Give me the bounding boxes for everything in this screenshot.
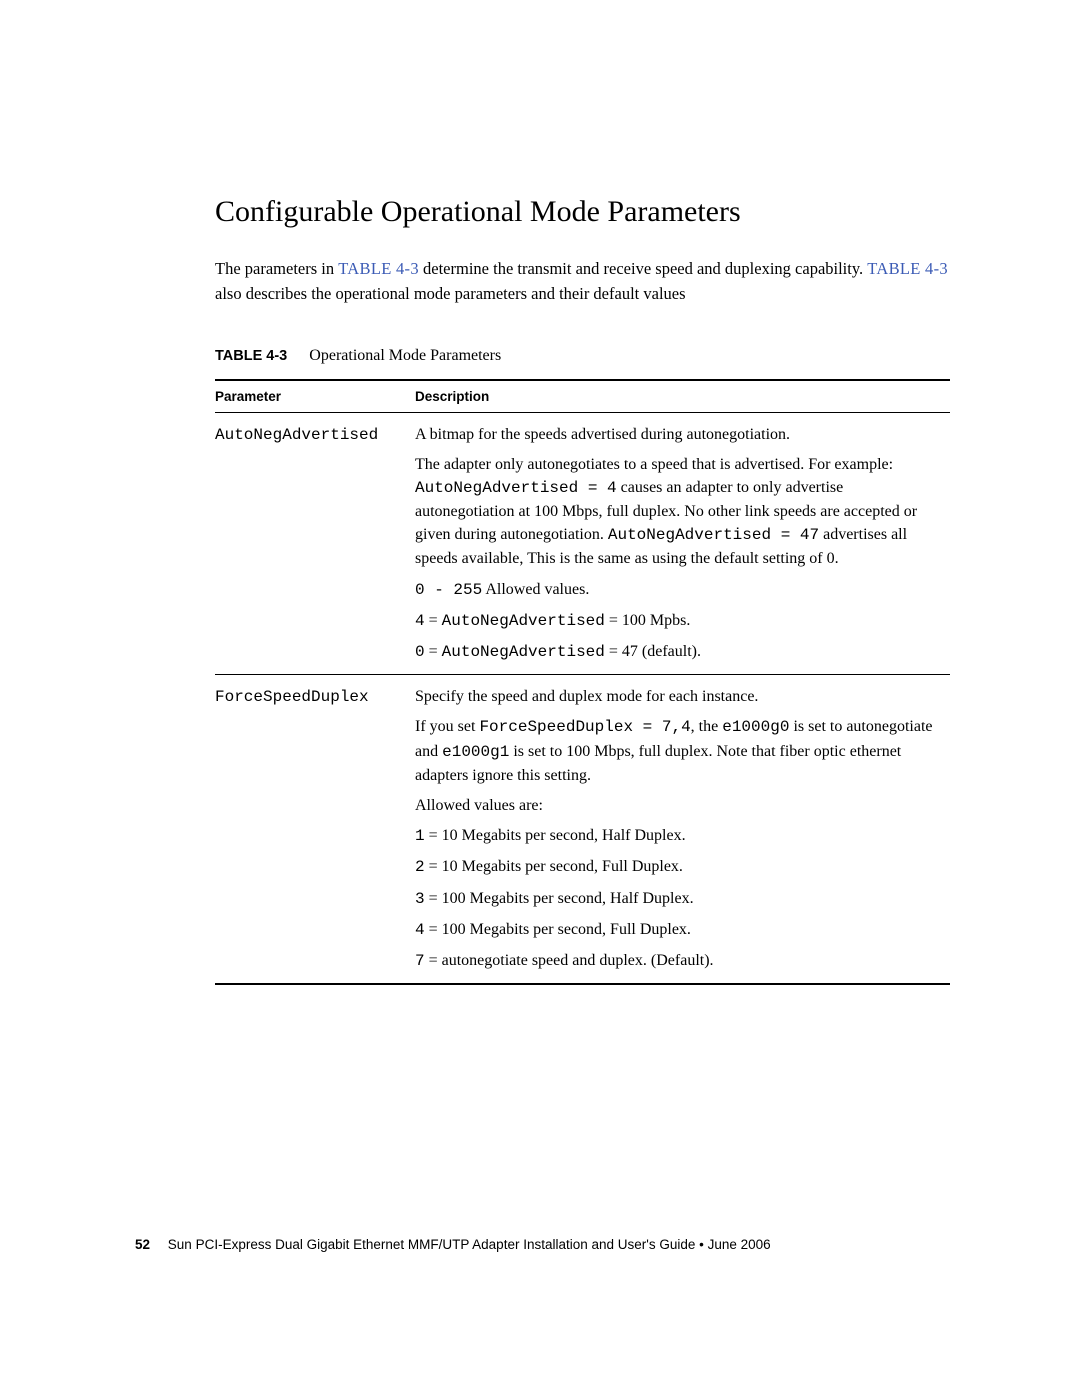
desc-code: 3	[415, 890, 425, 908]
desc-text: = 100 Megabits per second, Full Duplex.	[425, 921, 691, 938]
table-header-row: Parameter Description	[215, 380, 950, 413]
desc-line: 1 = 10 Megabits per second, Half Duplex.	[415, 824, 942, 848]
desc-line: 0 - 255 Allowed values.	[415, 578, 942, 602]
desc-text: = 100 Mpbs.	[605, 612, 690, 629]
desc-text: If you set	[415, 718, 479, 735]
desc-code: 0	[415, 643, 425, 661]
desc-text: =	[425, 612, 442, 629]
desc-code: AutoNegAdvertised = 47	[608, 526, 819, 544]
desc-line: The adapter only autonegotiates to a spe…	[415, 453, 942, 571]
desc-code: e1000g0	[722, 718, 789, 736]
desc-text: = 100 Megabits per second, Half Duplex.	[425, 890, 694, 907]
page-number: 52	[135, 1237, 150, 1252]
desc-line: A bitmap for the speeds advertised durin…	[415, 423, 942, 446]
desc-code: AutoNegAdvertised	[442, 612, 605, 630]
desc-text: = 10 Megabits per second, Half Duplex.	[425, 827, 686, 844]
parameters-table: Parameter Description AutoNegAdvertised …	[215, 379, 950, 986]
desc-code: 7	[415, 952, 425, 970]
desc-code: 0 - 255	[415, 581, 482, 599]
desc-line: 7 = autonegotiate speed and duplex. (Def…	[415, 949, 942, 973]
intro-text-3: also describes the operational mode para…	[215, 284, 686, 303]
column-header-parameter: Parameter	[215, 380, 415, 413]
page-content: Configurable Operational Mode Parameters…	[0, 0, 1080, 985]
desc-text: The adapter only autonegotiates to a spe…	[415, 456, 893, 473]
desc-line: If you set ForceSpeedDuplex = 7,4, the e…	[415, 715, 942, 787]
desc-line: 3 = 100 Megabits per second, Half Duplex…	[415, 887, 942, 911]
desc-text: Allowed values.	[482, 581, 589, 598]
param-name: ForceSpeedDuplex	[215, 688, 369, 706]
table-xref[interactable]: TABLE 4-3	[867, 259, 948, 278]
param-name: AutoNegAdvertised	[215, 426, 378, 444]
desc-code: 4	[415, 612, 425, 630]
table-row: AutoNegAdvertised A bitmap for the speed…	[215, 412, 950, 675]
param-cell: ForceSpeedDuplex	[215, 675, 415, 984]
desc-text: = 47 (default).	[605, 643, 701, 660]
desc-line: Allowed values are:	[415, 794, 942, 817]
desc-code: AutoNegAdvertised	[442, 643, 605, 661]
intro-paragraph: The parameters in TABLE 4-3 determine th…	[215, 257, 950, 307]
desc-text: =	[425, 643, 442, 660]
desc-line: Specify the speed and duplex mode for ea…	[415, 685, 942, 708]
desc-code: ForceSpeedDuplex = 7,4	[479, 718, 690, 736]
footer-text: Sun PCI-Express Dual Gigabit Ethernet MM…	[168, 1237, 771, 1252]
desc-text: = autonegotiate speed and duplex. (Defau…	[425, 952, 714, 969]
desc-line: 4 = 100 Megabits per second, Full Duplex…	[415, 918, 942, 942]
desc-code: AutoNegAdvertised = 4	[415, 479, 617, 497]
desc-text: = 10 Megabits per second, Full Duplex.	[425, 858, 683, 875]
desc-text: , the	[691, 718, 723, 735]
table-row: ForceSpeedDuplex Specify the speed and d…	[215, 675, 950, 984]
table-caption-label: TABLE 4-3	[215, 348, 287, 364]
desc-line: 4 = AutoNegAdvertised = 100 Mpbs.	[415, 609, 942, 633]
desc-code: e1000g1	[442, 743, 509, 761]
table-caption: TABLE 4-3 Operational Mode Parameters	[215, 347, 950, 365]
section-heading: Configurable Operational Mode Parameters	[215, 195, 950, 229]
desc-line: 0 = AutoNegAdvertised = 47 (default).	[415, 640, 942, 664]
description-cell: Specify the speed and duplex mode for ea…	[415, 675, 950, 984]
desc-code: 1	[415, 827, 425, 845]
param-cell: AutoNegAdvertised	[215, 412, 415, 675]
page-footer: 52 Sun PCI-Express Dual Gigabit Ethernet…	[135, 1237, 771, 1252]
table-xref[interactable]: TABLE 4-3	[338, 259, 419, 278]
intro-text-2: determine the transmit and receive speed…	[419, 259, 867, 278]
description-cell: A bitmap for the speeds advertised durin…	[415, 412, 950, 675]
intro-text-1: The parameters in	[215, 259, 338, 278]
desc-line: 2 = 10 Megabits per second, Full Duplex.	[415, 855, 942, 879]
desc-code: 4	[415, 921, 425, 939]
column-header-description: Description	[415, 380, 950, 413]
table-caption-title: Operational Mode Parameters	[309, 347, 501, 364]
desc-code: 2	[415, 858, 425, 876]
